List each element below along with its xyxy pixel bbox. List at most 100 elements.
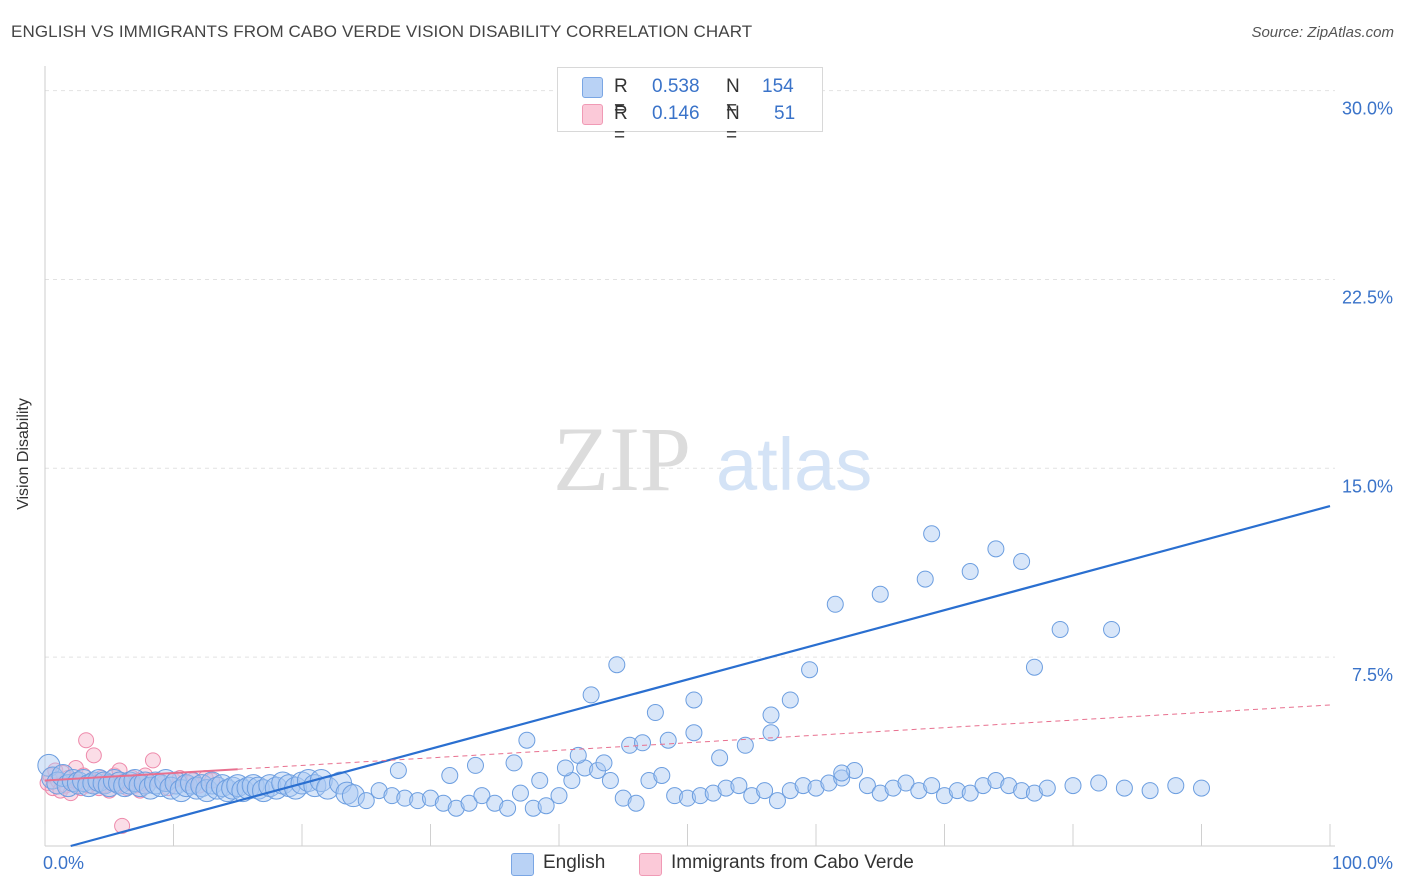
watermark: ZIP atlas	[553, 408, 872, 510]
english-point	[762, 706, 780, 724]
english-point	[659, 731, 677, 749]
english-point	[743, 787, 761, 805]
cabo-verde-legend-label: Immigrants from Cabo Verde	[671, 852, 914, 873]
english-point	[871, 784, 889, 802]
english-point	[1025, 784, 1043, 802]
english-point	[910, 782, 928, 800]
english-point	[634, 734, 652, 752]
english-point	[685, 724, 703, 742]
english-point	[524, 799, 542, 817]
english-point	[781, 691, 799, 709]
x-tick-label: 0.0%	[43, 853, 84, 873]
english-swatch	[582, 77, 603, 98]
english-point	[730, 777, 748, 795]
watermark-atlas: atlas	[716, 423, 872, 506]
cabo-verde-swatch	[639, 853, 662, 876]
english-legend-label: English	[543, 852, 606, 873]
english-point	[762, 724, 780, 742]
english-point	[466, 756, 484, 774]
english-point	[447, 799, 465, 817]
cabo-verde-point	[78, 732, 95, 749]
english-point	[833, 769, 851, 787]
y-tick-label: 15.0%	[1342, 476, 1393, 496]
english-point	[736, 736, 754, 754]
english-point	[858, 777, 876, 795]
english-point	[537, 797, 555, 815]
english-point	[961, 784, 979, 802]
english-point	[923, 525, 941, 543]
english-point	[987, 772, 1005, 790]
english-point	[1013, 552, 1031, 570]
english-point	[614, 789, 632, 807]
grid-lines	[44, 66, 1335, 847]
english-point	[923, 777, 941, 795]
english-point	[1038, 779, 1056, 797]
english-point	[556, 759, 574, 777]
legend-r-label: R =	[614, 103, 628, 146]
english-point	[505, 754, 523, 772]
english-point	[974, 777, 992, 795]
english-point	[441, 766, 459, 784]
english-point	[569, 746, 587, 764]
trend-lines	[44, 505, 1331, 848]
cabo-verde-swatch	[582, 104, 603, 125]
english-point	[1193, 779, 1210, 797]
source-label: Source: ZipAtlas.com	[1251, 24, 1394, 41]
y-tick-label: 22.5%	[1342, 287, 1393, 307]
chart-title: ENGLISH VS IMMIGRANTS FROM CABO VERDE VI…	[11, 22, 753, 41]
english-point	[801, 661, 819, 679]
english-point	[717, 779, 735, 797]
english-point	[884, 779, 902, 797]
english-point	[1051, 620, 1069, 638]
english-point	[1103, 620, 1121, 638]
english-point	[1025, 658, 1043, 676]
cabo-verde-point	[114, 817, 131, 834]
english-point	[499, 799, 517, 817]
english-point	[1141, 782, 1159, 800]
english-point	[897, 774, 915, 792]
english-point	[511, 784, 529, 802]
english-point	[833, 764, 851, 782]
english-point	[383, 787, 401, 805]
english-trend-line	[70, 505, 1331, 848]
english-point	[794, 777, 812, 795]
english-point	[409, 792, 427, 810]
cabo-verde-point	[144, 752, 161, 769]
english-point	[961, 563, 979, 581]
legend-n-value: 154	[762, 76, 794, 97]
english-point	[646, 704, 664, 722]
english-point	[389, 761, 407, 779]
english-point	[704, 784, 722, 802]
legend-r-label: R =	[614, 76, 628, 119]
english-point	[685, 691, 703, 709]
english-point	[691, 787, 709, 805]
cabo-verde-trend-dashed	[237, 704, 1331, 770]
watermark-zip: ZIP	[553, 408, 691, 510]
legend-r-value: 0.146	[652, 103, 700, 124]
english-point	[936, 787, 953, 805]
english-point	[666, 787, 684, 805]
y-tick-label: 30.0%	[1342, 99, 1393, 119]
english-point	[1000, 777, 1018, 795]
english-point	[871, 585, 889, 603]
english-point	[341, 784, 365, 808]
english-point	[1064, 777, 1082, 795]
english-point	[601, 772, 619, 790]
english-point	[948, 782, 966, 800]
english-point	[595, 754, 613, 772]
legend-n-label: N =	[726, 103, 740, 146]
tick-labels: 7.5% 15.0% 22.5% 30.0% 0.0% 100.0%	[43, 99, 1393, 873]
correlation-legend: R = 0.538 N = 154 R = 0.146 N = 51	[557, 67, 823, 146]
english-point	[396, 789, 414, 807]
legend-n-value: 51	[774, 103, 796, 124]
english-point	[1167, 777, 1185, 795]
english-point	[807, 779, 825, 797]
english-point	[460, 794, 478, 812]
english-point	[826, 595, 844, 613]
english-point	[756, 782, 774, 800]
english-points	[37, 525, 1210, 817]
legend-r-value: 0.538	[652, 76, 700, 97]
english-point	[653, 766, 671, 784]
english-point	[846, 761, 864, 779]
